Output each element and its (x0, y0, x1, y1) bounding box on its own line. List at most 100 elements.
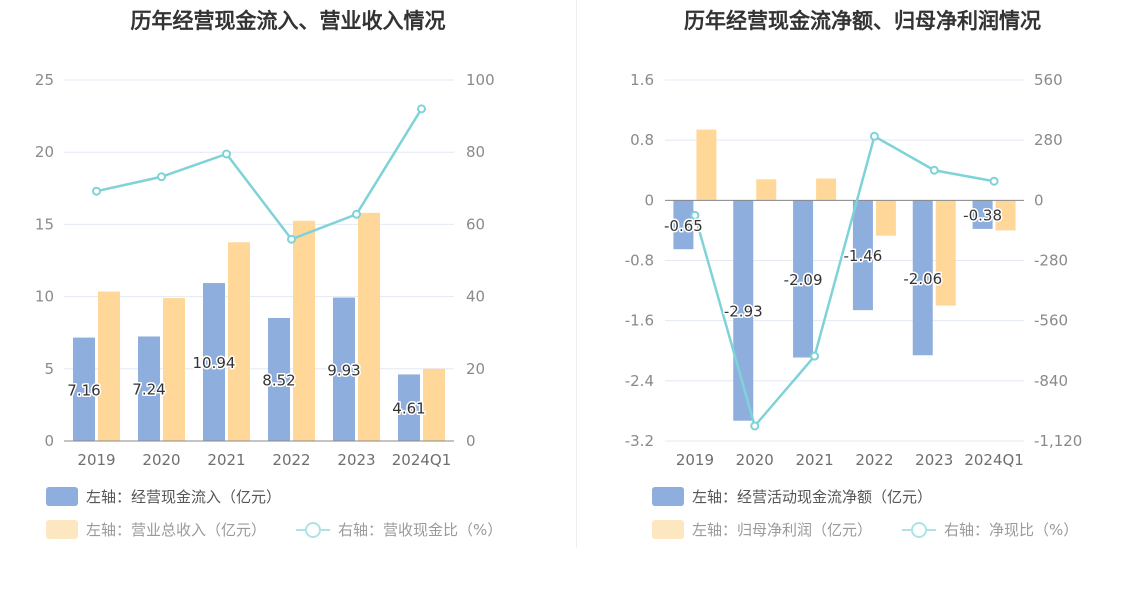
ratio-points (92, 104, 426, 244)
left-axis: 0 5 10 15 20 25 (35, 71, 54, 450)
x-axis-tick-label: 2024Q1 (964, 451, 1024, 469)
x-axis-tick-label: 2022 (855, 451, 893, 469)
left-axis-tick-label: -2.4 (625, 372, 654, 390)
data-label: -2.09 (784, 271, 823, 289)
ratio-point-2022 (287, 234, 296, 244)
left-axis-tick-label: -0.8 (625, 252, 654, 270)
x-axis-tick-label: 2020 (736, 451, 774, 469)
legend-item-cash-inflow[interactable]: 左轴：经营现金流入（亿元） (46, 486, 281, 507)
bar-2019-series-1 (673, 200, 694, 250)
ratio-point-2019 (690, 210, 700, 220)
x-axis-tick-label: 2019 (676, 451, 714, 469)
chart-svg-net-cash-flow-profit: -3.2 -2.4 -1.6 -0.8 0 0.8 1.6 -1,120 -840 -560 -28… (625, 71, 1083, 469)
ratio-line (96, 108, 423, 241)
legend-item-net-operating-cash[interactable]: 左轴：经营活动现金流净额（亿元） (652, 486, 932, 507)
ratio-point-2023 (352, 209, 361, 219)
legend-marker-net-cash-ratio (902, 520, 936, 539)
ratio-point-2021 (810, 351, 820, 361)
data-label: 7.24 (132, 381, 165, 399)
data-label: 4.61 (392, 400, 425, 418)
ratio-point-2020 (157, 172, 166, 182)
right-axis-tick-label: 80 (466, 143, 485, 161)
bar-2019-series-2 (696, 129, 717, 201)
legend-item-revenue-cash-ratio[interactable]: 右轴：营收现金比（%） (296, 519, 502, 540)
right-axis-tick-label: 0 (1034, 191, 1044, 209)
legend-label-revenue-cash-ratio: 右轴：营收现金比（%） (338, 521, 503, 539)
legend-label-net-profit: 左轴：归母净利润（亿元） (692, 521, 873, 539)
ratio-point-2023 (929, 165, 939, 175)
right-axis-tick-label: 40 (466, 288, 485, 306)
left-axis-tick-label: 25 (35, 71, 54, 89)
panel-divider (576, 0, 577, 548)
right-axis-tick-label: -1,120 (1034, 432, 1082, 450)
x-axis-tick-label: 2020 (142, 451, 180, 469)
chart-panel-cash-inflow-revenue: 历年经营现金流入、营业收入情况 0 5 10 15 20 25 0 20 40 60 80 100 20… (0, 0, 576, 560)
right-axis: -1,120 -840 -560 -280 0 280 560 (1034, 71, 1082, 450)
data-label: 8.52 (262, 371, 295, 389)
legend-item-net-cash-ratio[interactable]: 右轴：净现比（%） (902, 519, 1078, 540)
gridlines (665, 79, 1024, 442)
x-axis-tick-label: 2021 (207, 451, 245, 469)
legend-label-total-revenue: 左轴：营业总收入（亿元） (86, 521, 267, 539)
ratio-line (693, 134, 995, 429)
x-axis: 2019 2020 2021 2022 2023 2024Q1 (676, 451, 1024, 469)
bar-2020-series-1 (138, 336, 160, 441)
bar-2024q1-series-2 (995, 200, 1016, 231)
ratio-point-2020 (750, 421, 760, 431)
right-axis-tick-label: -840 (1034, 372, 1068, 390)
bars (73, 212, 445, 441)
data-label: 10.94 (193, 354, 236, 372)
bar-2024q1-series-2 (423, 368, 445, 441)
bar-2023-series-2 (358, 212, 380, 441)
left-axis-tick-label: 0 (644, 191, 654, 209)
bar-2019-series-1 (73, 337, 95, 441)
right-axis-tick-label: 60 (466, 215, 485, 233)
legend-label-net-cash-ratio: 右轴：净现比（%） (944, 521, 1079, 539)
right-axis: 0 20 40 60 80 100 (466, 71, 495, 450)
data-label: -0.38 (963, 207, 1002, 225)
right-axis-tick-label: 560 (1034, 71, 1063, 89)
data-label: -0.65 (664, 217, 703, 235)
data-label: -1.46 (844, 247, 883, 265)
chart-title: 历年经营现金流净额、归母净利润情况 (684, 9, 1041, 33)
left-axis-tick-label: -1.6 (625, 312, 654, 330)
data-label: 9.93 (327, 361, 360, 379)
bar-2022-series-2 (293, 220, 315, 441)
data-labels: 7.16 7.24 10.94 8.52 9.93 4.61 (66, 353, 427, 420)
bars (673, 129, 1016, 421)
left-axis-tick-label: 0.8 (630, 131, 654, 149)
legend-swatch-cash-inflow (46, 487, 78, 506)
right-axis-tick-label: -560 (1034, 312, 1068, 330)
right-axis-tick-label: 20 (466, 360, 485, 378)
right-axis-tick-label: 280 (1034, 131, 1063, 149)
bar-2022-series-1 (852, 200, 873, 311)
left-axis-tick-label: 20 (35, 143, 54, 161)
bar-2020-series-2 (163, 298, 185, 441)
x-axis-tick-label: 2019 (77, 451, 115, 469)
legend-item-net-profit[interactable]: 左轴：归母净利润（亿元） (652, 519, 872, 540)
x-axis: 2019 2020 2021 2022 2023 2024Q1 (77, 451, 451, 469)
x-axis-tick-label: 2023 (915, 451, 953, 469)
x-axis-tick-label: 2021 (795, 451, 833, 469)
legend-label-cash-inflow: 左轴：经营现金流入（亿元） (86, 488, 282, 506)
left-axis-tick-label: 1.6 (630, 71, 654, 89)
ratio-point-2021 (222, 149, 231, 159)
bar-2023-series-1 (333, 297, 355, 441)
legend-swatch-net-profit (652, 520, 684, 539)
left-axis-tick-label: -3.2 (625, 432, 654, 450)
bar-2023-series-2 (935, 200, 956, 306)
data-labels: -0.65 -2.93 -2.09 -1.46 -2.06 -0.38 (663, 205, 1004, 322)
bar-2021-series-2 (816, 178, 837, 201)
bar-2022-series-2 (875, 200, 896, 236)
left-axis-tick-label: 0 (44, 432, 54, 450)
data-label: 7.16 (67, 381, 100, 399)
ratio-point-2024q1 (417, 104, 426, 114)
right-axis-tick-label: 0 (466, 432, 476, 450)
legend-item-total-revenue[interactable]: 左轴：营业总收入（亿元） (46, 519, 266, 540)
ratio-point-2024q1 (989, 176, 999, 186)
bar-2021-series-2 (228, 242, 250, 441)
left-axis: -3.2 -2.4 -1.6 -0.8 0 0.8 1.6 (625, 71, 654, 450)
legend-marker-revenue-cash-ratio (296, 520, 330, 539)
bar-2021-series-1 (793, 200, 814, 358)
